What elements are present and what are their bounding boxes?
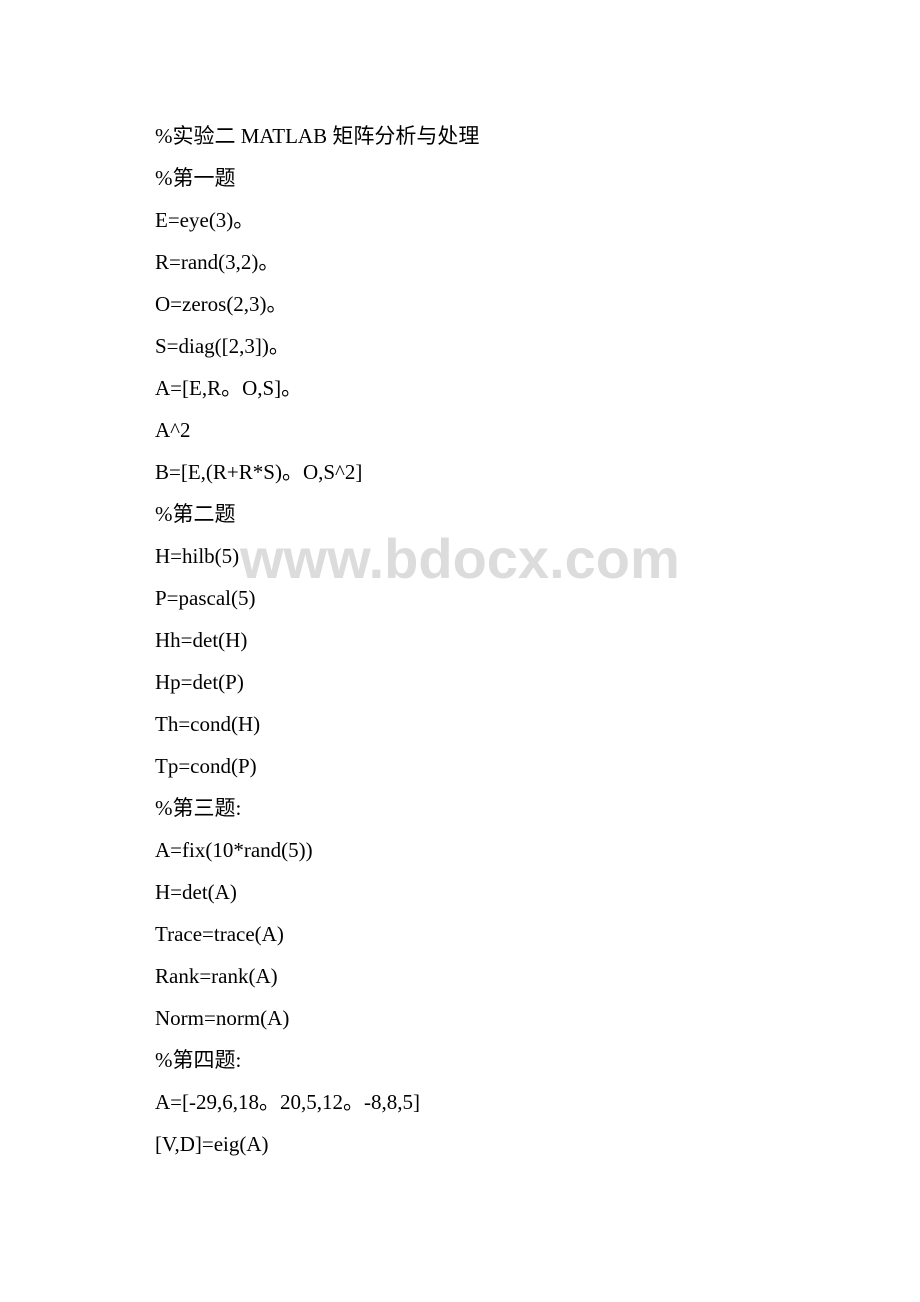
code-line: Th=cond(H) — [155, 703, 765, 745]
code-line: S=diag([2,3])。 — [155, 325, 765, 367]
code-line: Trace=trace(A) — [155, 913, 765, 955]
code-line: %实验二 MATLAB 矩阵分析与处理 — [155, 115, 765, 157]
code-line: B=[E,(R+R*S)。O,S^2] — [155, 451, 765, 493]
code-line: R=rand(3,2)。 — [155, 241, 765, 283]
code-line: A=[-29,6,18。20,5,12。-8,8,5] — [155, 1081, 765, 1123]
code-line: Hp=det(P) — [155, 661, 765, 703]
document-page: %实验二 MATLAB 矩阵分析与处理 %第一题 E=eye(3)。 R=ran… — [0, 0, 920, 1165]
code-line: %第一题 — [155, 157, 765, 199]
code-line: P=pascal(5) — [155, 577, 765, 619]
code-line: %第二题 — [155, 493, 765, 535]
code-line: H=hilb(5) — [155, 535, 765, 577]
code-line: Norm=norm(A) — [155, 997, 765, 1039]
code-line: Rank=rank(A) — [155, 955, 765, 997]
code-line: Tp=cond(P) — [155, 745, 765, 787]
code-line: E=eye(3)。 — [155, 199, 765, 241]
code-line: A=[E,R。O,S]。 — [155, 367, 765, 409]
code-line: [V,D]=eig(A) — [155, 1123, 765, 1165]
code-line: %第四题: — [155, 1039, 765, 1081]
code-line: %第三题: — [155, 787, 765, 829]
code-line: Hh=det(H) — [155, 619, 765, 661]
code-line: A^2 — [155, 409, 765, 451]
code-line: H=det(A) — [155, 871, 765, 913]
code-line: O=zeros(2,3)。 — [155, 283, 765, 325]
code-line: A=fix(10*rand(5)) — [155, 829, 765, 871]
